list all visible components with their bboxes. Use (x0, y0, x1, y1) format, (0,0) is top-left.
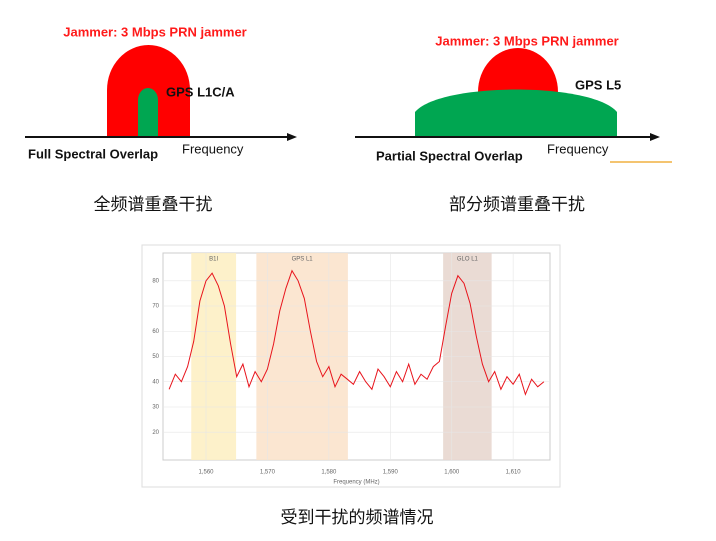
axis-label: Frequency (547, 141, 609, 156)
caption: 全频谱重叠干扰 (94, 195, 213, 215)
caption: 受到干扰的频谱情况 (281, 508, 434, 528)
axis-arrow (650, 133, 660, 141)
signal-label: GPS L1C/A (166, 84, 235, 99)
jammer-shape (478, 48, 558, 92)
signal-shape (415, 89, 617, 137)
y-tick-label: 20 (152, 430, 159, 436)
band-label: B1I (209, 257, 218, 263)
y-tick-label: 30 (152, 405, 159, 411)
y-tick-label: 40 (152, 379, 159, 385)
axis-arrow (287, 133, 297, 141)
x-tick-label: 1,570 (260, 470, 276, 476)
x-axis-label: Frequency (MHz) (333, 480, 379, 486)
y-tick-label: 80 (152, 278, 159, 284)
overlap-label: Partial Spectral Overlap (376, 148, 523, 163)
x-tick-label: 1,600 (444, 470, 460, 476)
overlap-label: Full Spectral Overlap (28, 146, 158, 161)
spectrum-line (168, 269, 545, 396)
band-label: GPS L1 (292, 257, 314, 263)
y-tick-label: 70 (152, 304, 159, 310)
jammer-label: Jammer: 3 Mbps PRN jammer (63, 24, 247, 39)
chart: B1I GPS L1 GLO L1 20 30 40 50 60 70 80 1,560 1,570 1… (152, 252, 551, 486)
axis-label: Frequency (182, 141, 244, 156)
y-tick-label: 60 (152, 329, 159, 335)
jammer-label: Jammer: 3 Mbps PRN jammer (435, 33, 619, 48)
x-tick-label: 1,590 (383, 470, 399, 476)
x-tick-label: 1,560 (198, 470, 214, 476)
band-label: GLO L1 (457, 257, 479, 263)
x-tick-label: 1,610 (506, 470, 522, 476)
signal-label: GPS L5 (575, 77, 621, 92)
y-tick-label: 50 (152, 354, 159, 360)
caption: 部分频谱重叠干扰 (449, 195, 585, 215)
x-tick-label: 1,580 (321, 470, 337, 476)
signal-shape (138, 88, 158, 137)
